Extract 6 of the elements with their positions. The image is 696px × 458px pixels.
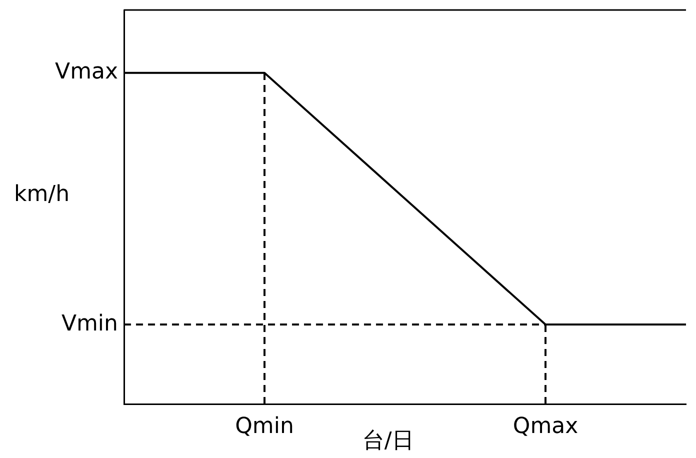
- ref-line-label: Vmin: [61, 311, 118, 336]
- x-tick-label: Qmin: [235, 414, 294, 439]
- x-axis-title: 台/日: [362, 428, 414, 454]
- y-axis-title: km/h: [14, 182, 70, 207]
- text: Vmax: [55, 60, 118, 85]
- x-tick-label: Qmax: [512, 414, 578, 439]
